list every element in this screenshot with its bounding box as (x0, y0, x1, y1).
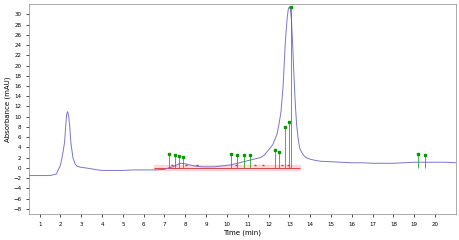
Y-axis label: Absorbance (mAU): Absorbance (mAU) (4, 76, 11, 142)
X-axis label: Time (min): Time (min) (223, 229, 261, 236)
